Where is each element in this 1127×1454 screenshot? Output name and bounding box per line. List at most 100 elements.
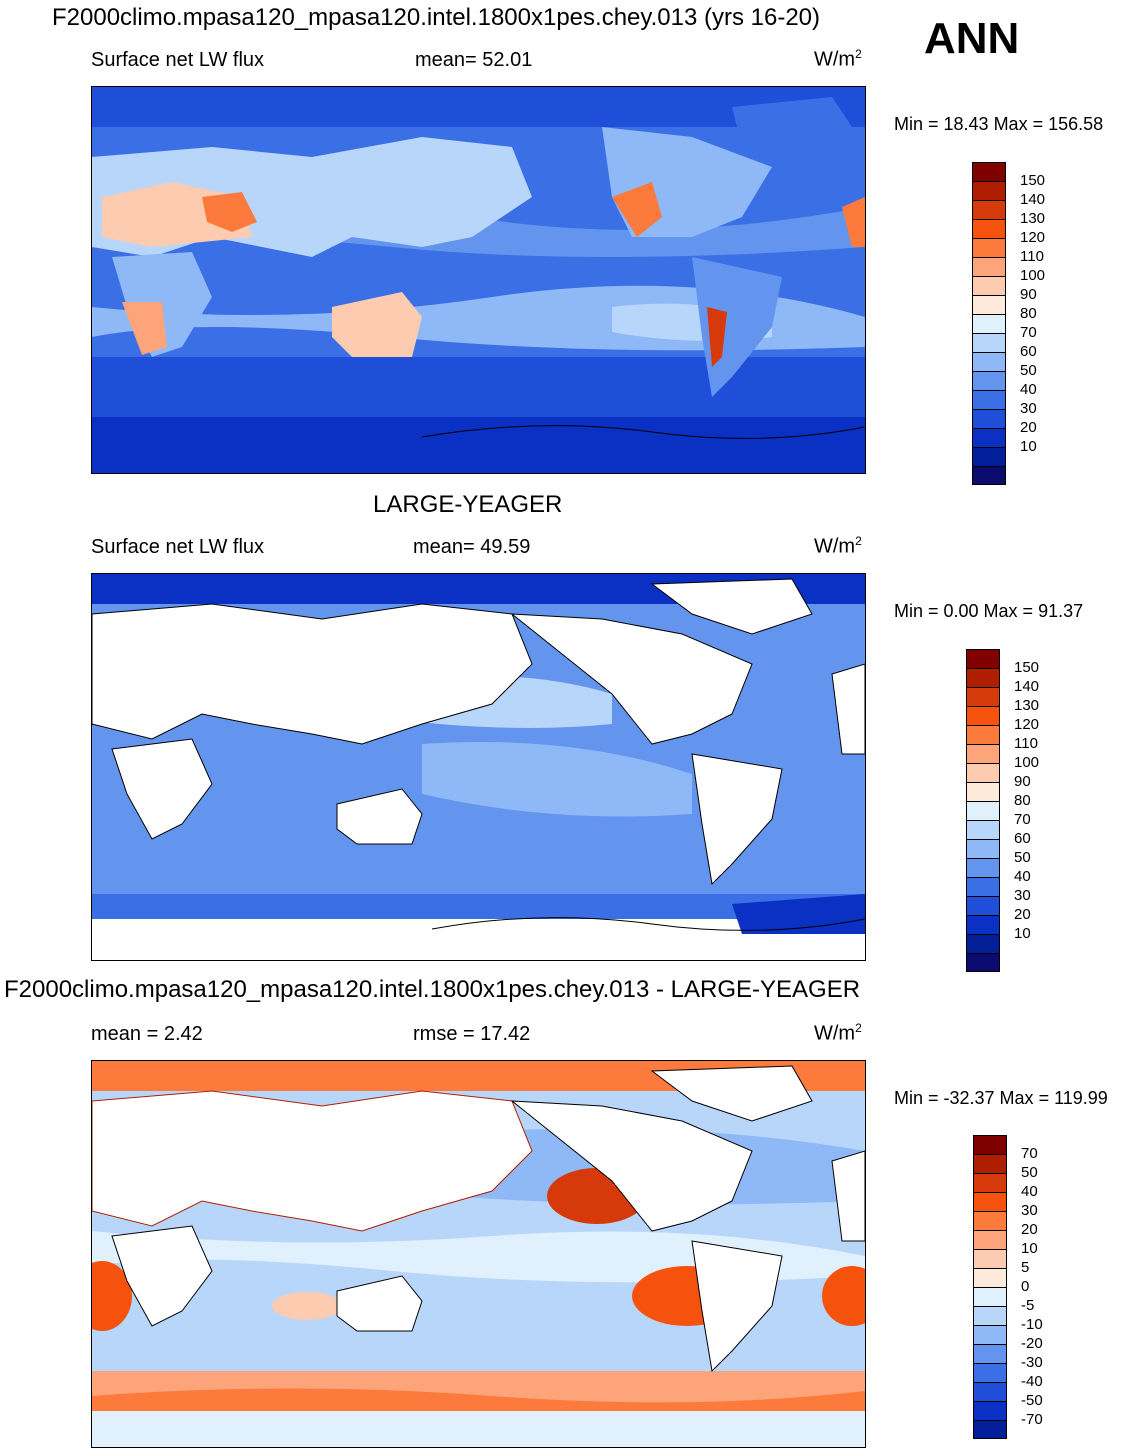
colorbar-swatch [966, 649, 1000, 668]
colorbar-swatch [966, 839, 1000, 858]
panel1-map [91, 86, 866, 474]
colorbar-swatch [966, 706, 1000, 725]
colorbar-tick-label: 10 [1020, 438, 1037, 455]
colorbar-tick-label: 90 [1014, 773, 1031, 790]
colorbar-swatch [966, 877, 1000, 896]
colorbar-tick-label: 120 [1020, 229, 1046, 246]
colorbar-tick-label: 40 [1020, 381, 1037, 398]
colorbar-tick-label: 140 [1020, 191, 1046, 208]
colorbar-swatch [973, 1268, 1007, 1287]
panel2-units: W/m2 [814, 534, 862, 558]
colorbar-swatch [966, 782, 1000, 801]
panel3-rmse: rmse = 17.42 [413, 1023, 531, 1045]
colorbar-tick-label: 20 [1014, 906, 1031, 923]
colorbar-swatch [973, 1154, 1007, 1173]
colorbar-tick-label: 70 [1014, 811, 1031, 828]
colorbar-swatch [972, 409, 1006, 428]
colorbar-swatch [973, 1287, 1007, 1306]
colorbar-swatch [972, 352, 1006, 371]
colorbar-tick-label: 40 [1014, 868, 1031, 885]
colorbar-tick-label: 30 [1021, 1202, 1038, 1219]
panel3-min-max: Min = -32.37 Max = 119.99 [894, 1088, 1108, 1108]
colorbar-swatch [973, 1173, 1007, 1192]
colorbar-tick-label: -50 [1021, 1392, 1043, 1409]
panel2-variable: Surface net LW flux [91, 536, 265, 558]
colorbar-tick-label: 100 [1020, 267, 1046, 284]
colorbar-swatch [972, 333, 1006, 352]
colorbar-tick-label: 10 [1014, 925, 1031, 942]
case-title: F2000climo.mpasa120_mpasa120.intel.1800x… [52, 4, 821, 31]
colorbar-swatch [966, 820, 1000, 839]
colorbar-swatch [972, 314, 1006, 333]
colorbar-swatch [973, 1382, 1007, 1401]
colorbar-swatch [973, 1325, 1007, 1344]
panel3-title: F2000climo.mpasa120_mpasa120.intel.1800x… [4, 976, 861, 1003]
colorbar-swatch [973, 1420, 1007, 1439]
colorbar-tick-label: 130 [1014, 697, 1040, 714]
colorbar-swatch [973, 1363, 1007, 1382]
panel2-mean: mean= 49.59 [413, 536, 531, 558]
colorbar-tick-label: 120 [1014, 716, 1040, 733]
colorbar-swatch [972, 219, 1006, 238]
colorbar-tick-label: 110 [1014, 735, 1038, 752]
colorbar-tick-label: 10 [1021, 1240, 1038, 1257]
colorbar-swatch [966, 801, 1000, 820]
colorbar-swatch [966, 858, 1000, 877]
colorbar-swatch [972, 295, 1006, 314]
panel2-map [91, 573, 866, 961]
colorbar-swatch [966, 744, 1000, 763]
colorbar-swatch [966, 763, 1000, 782]
colorbar-tick-label: 20 [1021, 1221, 1038, 1238]
colorbar-swatch [973, 1249, 1007, 1268]
colorbar-swatch [972, 257, 1006, 276]
panel1-colorbar: 150 140 130 120 110 100 90 80 70 60 50 40 30 20 10 [972, 162, 1045, 485]
colorbar-tick-label: 5 [1021, 1259, 1030, 1276]
colorbar-tick-label: 70 [1021, 1145, 1038, 1162]
colorbar-tick-label: 130 [1020, 210, 1046, 227]
colorbar-swatch [973, 1344, 1007, 1363]
panel1-min-max: Min = 18.43 Max = 156.58 [894, 114, 1104, 134]
colorbar-tick-label: 20 [1020, 419, 1037, 436]
colorbar-swatch [966, 953, 1000, 972]
colorbar-tick-label: 70 [1020, 324, 1037, 341]
colorbar-tick-label: -40 [1021, 1373, 1043, 1390]
panel3-mean: mean = 2.42 [91, 1023, 203, 1045]
colorbar-swatch [973, 1401, 1007, 1420]
colorbar-swatch [972, 447, 1006, 466]
panel3-units: W/m2 [814, 1021, 862, 1045]
panel2-min-max: Min = 0.00 Max = 91.37 [894, 601, 1084, 621]
colorbar-tick-label: 150 [1020, 172, 1046, 189]
colorbar-tick-label: 80 [1020, 305, 1037, 322]
colorbar-swatch [972, 162, 1006, 181]
colorbar-tick-label: 80 [1014, 792, 1031, 809]
colorbar-swatch [972, 390, 1006, 409]
colorbar-tick-label: 60 [1020, 343, 1037, 360]
colorbar-swatch [972, 428, 1006, 447]
colorbar-swatch [966, 687, 1000, 706]
colorbar-tick-label: 30 [1014, 887, 1031, 904]
colorbar-swatch [966, 896, 1000, 915]
colorbar-tick-label: 60 [1014, 830, 1031, 847]
colorbar-tick-label: 0 [1021, 1278, 1030, 1295]
colorbar-swatch [966, 934, 1000, 953]
colorbar-tick-label: -70 [1021, 1411, 1043, 1428]
colorbar-swatch [973, 1135, 1007, 1154]
colorbar-tick-label: 100 [1014, 754, 1040, 771]
colorbar-swatch [973, 1230, 1007, 1249]
colorbar-tick-label: 50 [1020, 362, 1037, 379]
panel2-colorbar: 150 140 130 120 110 100 90 80 70 60 50 40 30 20 10 [966, 649, 1039, 972]
colorbar-tick-label: 150 [1014, 659, 1040, 676]
colorbar-swatch [972, 238, 1006, 257]
colorbar-tick-label: 110 [1020, 248, 1044, 265]
panel1-mean: mean= 52.01 [415, 49, 533, 71]
colorbar-tick-label: 50 [1014, 849, 1031, 866]
colorbar-tick-label: -10 [1021, 1316, 1043, 1333]
panel2-title: LARGE-YEAGER [373, 491, 563, 518]
colorbar-tick-label: 140 [1014, 678, 1040, 695]
colorbar-swatch [972, 466, 1006, 485]
colorbar-swatch [972, 200, 1006, 219]
colorbar-swatch [972, 371, 1006, 390]
colorbar-swatch [966, 668, 1000, 687]
colorbar-tick-label: 50 [1021, 1164, 1038, 1181]
colorbar-tick-label: 40 [1021, 1183, 1038, 1200]
